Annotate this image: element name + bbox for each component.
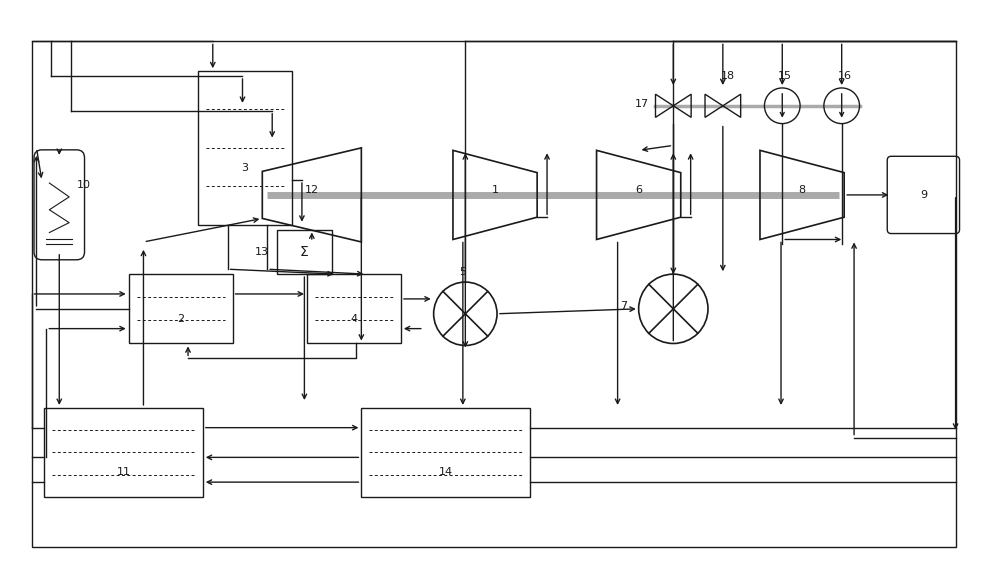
Text: 5: 5 (459, 267, 466, 277)
Bar (44, 408, 203, 497)
Bar (198, 71, 292, 225)
Text: 15: 15 (778, 71, 792, 81)
Text: 2: 2 (177, 314, 184, 324)
Text: 3: 3 (241, 163, 248, 173)
Text: 4: 4 (350, 314, 357, 324)
Text: Σ: Σ (300, 245, 309, 259)
Text: 11: 11 (117, 467, 131, 477)
Text: 8: 8 (799, 185, 806, 195)
Text: 17: 17 (635, 99, 649, 109)
Text: 16: 16 (838, 71, 852, 81)
Bar (361, 408, 530, 497)
Text: 10: 10 (77, 180, 91, 190)
Text: 9: 9 (920, 190, 927, 200)
Text: 7: 7 (620, 301, 627, 311)
Text: 12: 12 (305, 185, 319, 195)
Bar (129, 274, 233, 343)
Text: 13: 13 (255, 247, 269, 257)
Bar (277, 230, 332, 274)
Text: 6: 6 (635, 185, 642, 195)
Bar (32, 42, 956, 547)
Text: 14: 14 (438, 467, 453, 477)
Text: 1: 1 (492, 185, 499, 195)
Bar (307, 274, 401, 343)
Text: 18: 18 (721, 71, 735, 81)
